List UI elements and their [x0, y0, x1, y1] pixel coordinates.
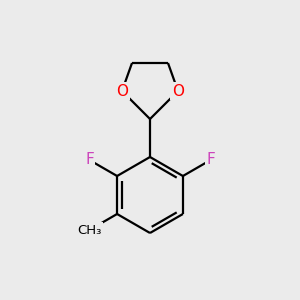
- Text: O: O: [172, 83, 184, 98]
- Text: F: F: [206, 152, 215, 167]
- Text: F: F: [85, 152, 94, 167]
- Text: O: O: [116, 83, 128, 98]
- Text: CH₃: CH₃: [77, 224, 102, 236]
